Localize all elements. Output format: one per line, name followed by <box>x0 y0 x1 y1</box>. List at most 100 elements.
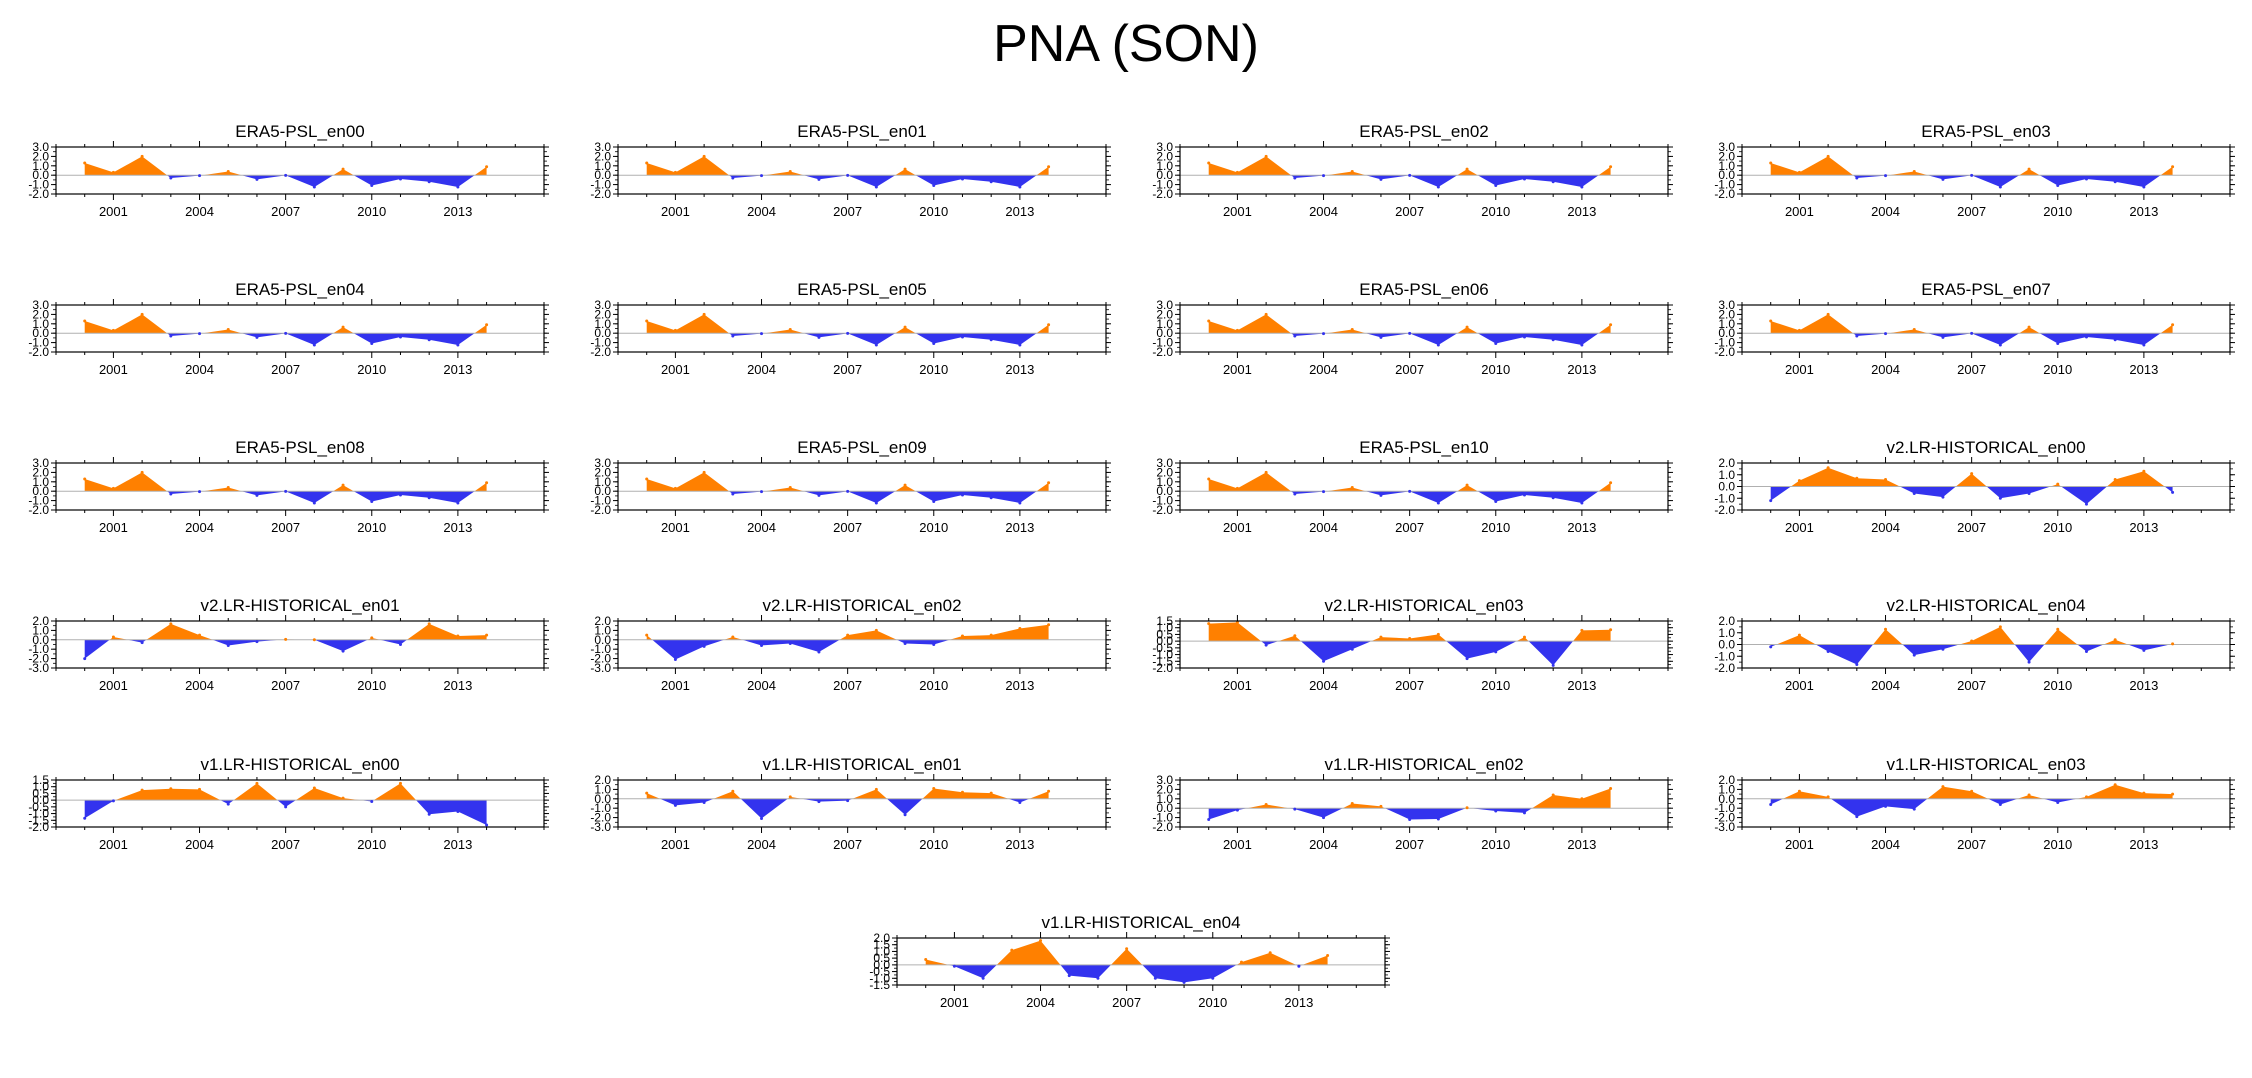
data-point <box>760 817 764 821</box>
y-tick-label: 3.0 <box>594 298 611 312</box>
data-point <box>932 342 936 346</box>
negative-area <box>1770 486 2173 505</box>
data-point <box>1855 334 1859 338</box>
x-tick-label: 2010 <box>357 837 386 852</box>
panel-title: ERA5-PSL_en07 <box>1921 280 2050 299</box>
negative-area <box>167 175 475 187</box>
data-point <box>903 642 907 646</box>
y-tick-label: 1.5 <box>873 938 890 952</box>
x-tick-label: 2001 <box>99 362 128 377</box>
data-point <box>341 649 345 653</box>
y-tick-label: -3.0 <box>590 661 611 675</box>
data-point <box>760 332 764 336</box>
y-tick-label: 0.0 <box>32 633 49 647</box>
x-tick-label: 2004 <box>1871 204 1900 219</box>
x-tick-label: 2013 <box>2129 520 2158 535</box>
data-point <box>427 812 431 816</box>
x-tick-label: 2004 <box>747 362 776 377</box>
data-point <box>1264 470 1268 474</box>
y-tick-label: -2.0 <box>590 811 611 825</box>
data-point <box>2113 783 2117 787</box>
plot-frame <box>55 620 545 669</box>
panel-title: v2.LR-HISTORICAL_en03 <box>1324 596 1523 615</box>
data-point <box>903 483 907 487</box>
data-point <box>427 622 431 626</box>
y-tick-label: 1.0 <box>1718 468 1735 482</box>
data-point <box>1769 319 1773 323</box>
y-tick-label: -1.0 <box>1152 336 1173 350</box>
data-point <box>226 802 230 806</box>
x-tick-label: 2007 <box>1112 995 1141 1010</box>
x-tick-label: 2001 <box>1785 520 1814 535</box>
data-point <box>1769 802 1773 806</box>
data-point <box>398 335 402 339</box>
positive-area <box>1776 626 2173 645</box>
panel-4: -2.0-1.00.01.02.03.0 2001 2004 2007 2010 2013… <box>1714 122 2235 219</box>
data-point <box>1551 338 1555 342</box>
y-tick-label: 2.0 <box>1718 456 1735 470</box>
x-tick-label: 2007 <box>271 362 300 377</box>
y-tick-label: 1.0 <box>594 475 611 489</box>
y-tick-label: 3.0 <box>32 456 49 470</box>
y-tick-label: 2.0 <box>32 614 49 628</box>
panel-12: -2.0-1.00.01.02.0 2001 2004 2007 2010 2013 v2.… <box>1714 438 2235 535</box>
data-point <box>456 185 460 189</box>
x-tick-label: 2007 <box>1957 204 1986 219</box>
data-point <box>1408 817 1412 821</box>
x-tick-label: 2001 <box>661 837 690 852</box>
x-tick-label: 2001 <box>1223 837 1252 852</box>
y-tick-label: 2.0 <box>32 307 49 321</box>
x-tick-label: 2001 <box>1223 204 1252 219</box>
x-tick-label: 2007 <box>833 362 862 377</box>
data-point <box>370 799 374 803</box>
data-point <box>1379 493 1383 497</box>
negative-area <box>84 800 487 825</box>
x-tick-label: 2010 <box>2043 520 2072 535</box>
panel-title: ERA5-PSL_en01 <box>797 122 926 141</box>
panel-10: -2.0-1.00.01.02.03.0 2001 2004 2007 2010 2013… <box>590 438 1111 535</box>
y-tick-label: -1.0 <box>1714 649 1735 663</box>
x-tick-label: 2001 <box>1223 678 1252 693</box>
data-point <box>1912 169 1916 173</box>
y-tick-label: -1.0 <box>1152 494 1173 508</box>
figure-title: PNA (SON) <box>993 15 1259 73</box>
panel-title: ERA5-PSL_en06 <box>1359 280 1488 299</box>
data-point <box>1609 323 1613 327</box>
y-tick-label: 1.0 <box>1156 475 1173 489</box>
data-point <box>1912 653 1916 657</box>
y-tick-label: -1.5 <box>28 813 49 827</box>
y-tick-label: 3.0 <box>594 456 611 470</box>
data-point <box>1551 496 1555 500</box>
data-point <box>2113 638 2117 642</box>
x-tick-label: 2013 <box>2129 204 2158 219</box>
data-point <box>1941 785 1945 789</box>
data-point <box>1293 634 1297 638</box>
data-point <box>1264 643 1268 647</box>
data-point <box>1350 647 1354 651</box>
x-tick-label: 2010 <box>1481 678 1510 693</box>
panel-6: -2.0-1.00.01.02.03.0 2001 2004 2007 2010 2013… <box>590 280 1111 377</box>
data-point <box>1235 328 1239 332</box>
data-point <box>788 327 792 331</box>
positive-area <box>646 788 1049 799</box>
data-point <box>1207 161 1211 165</box>
data-point <box>874 343 878 347</box>
data-point <box>1436 343 1440 347</box>
x-tick-label: 2001 <box>99 520 128 535</box>
data-point <box>485 481 489 485</box>
y-tick-label: 3.0 <box>594 140 611 154</box>
data-point <box>485 165 489 169</box>
data-point <box>140 641 144 645</box>
panel-title: ERA5-PSL_en10 <box>1359 438 1488 457</box>
data-point <box>1096 976 1100 980</box>
data-point <box>140 154 144 158</box>
data-point <box>1379 177 1383 181</box>
data-point <box>846 173 850 177</box>
data-point <box>1207 477 1211 481</box>
x-tick-label: 2010 <box>919 362 948 377</box>
y-tick-label: -1.0 <box>28 807 49 821</box>
y-tick-label: 0.0 <box>1156 326 1173 340</box>
data-point <box>788 795 792 799</box>
panel-7: -2.0-1.00.01.02.03.0 2001 2004 2007 2010 2013… <box>1152 280 1673 377</box>
panel-19: -2.0-1.00.01.02.03.0 2001 2004 2007 2010 2013… <box>1152 755 1673 852</box>
